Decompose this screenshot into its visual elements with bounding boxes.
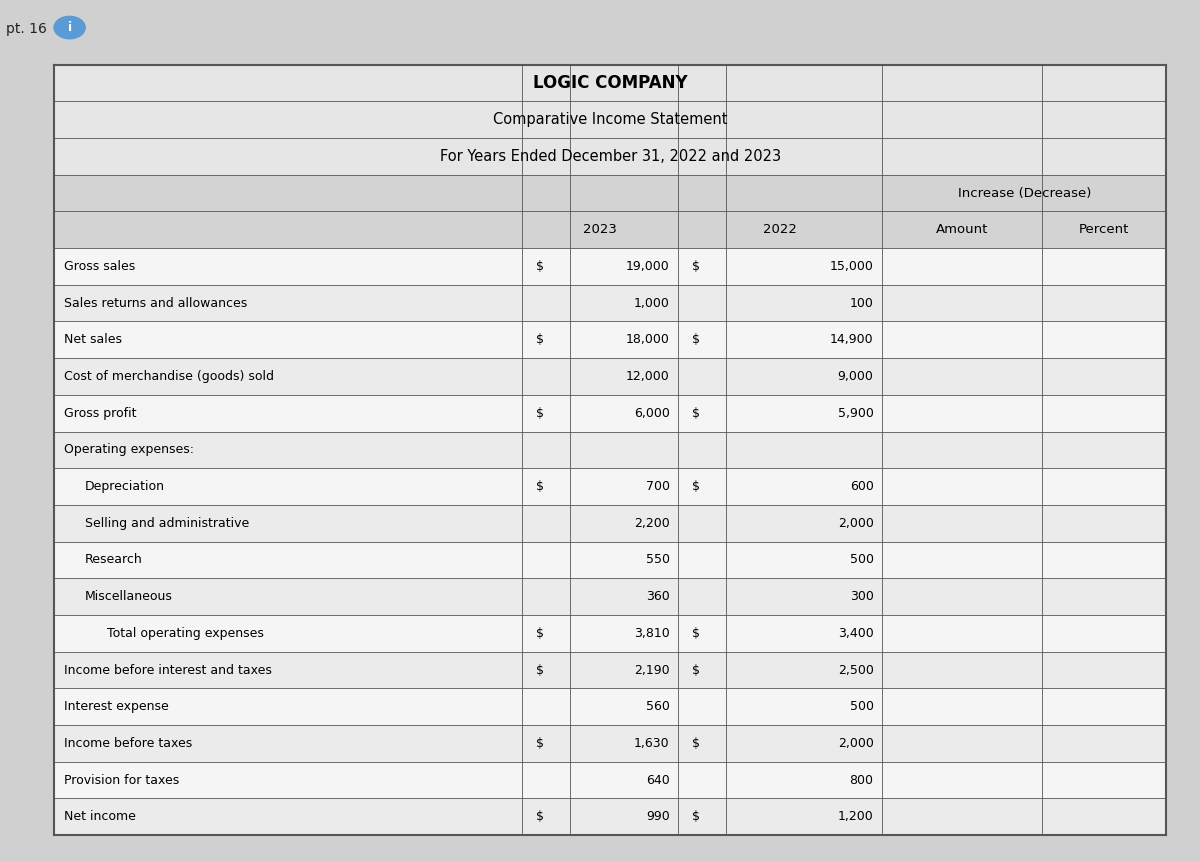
Text: 12,000: 12,000	[626, 370, 670, 383]
Text: 1,000: 1,000	[634, 296, 670, 310]
Bar	[54, 248, 1166, 285]
Text: 600: 600	[850, 480, 874, 493]
Bar	[54, 689, 1166, 725]
Bar	[54, 798, 1166, 835]
Text: For Years Ended December 31, 2022 and 2023: For Years Ended December 31, 2022 and 20…	[439, 149, 781, 164]
Bar	[54, 431, 1166, 468]
Text: $: $	[536, 480, 545, 493]
Text: $: $	[692, 627, 701, 640]
Bar	[54, 468, 1166, 505]
Circle shape	[54, 16, 85, 39]
Text: $: $	[536, 627, 545, 640]
Bar	[54, 102, 1166, 138]
Text: i: i	[67, 21, 72, 34]
Text: 500: 500	[850, 554, 874, 567]
Text: Income before taxes: Income before taxes	[64, 737, 192, 750]
Text: 2023: 2023	[583, 223, 617, 236]
Text: $: $	[692, 664, 701, 677]
Bar	[54, 725, 1166, 762]
Text: 1,200: 1,200	[838, 810, 874, 823]
Text: $: $	[692, 810, 701, 823]
Text: Net sales: Net sales	[64, 333, 121, 346]
Text: 700: 700	[646, 480, 670, 493]
Bar	[54, 211, 1166, 248]
Text: Sales returns and allowances: Sales returns and allowances	[64, 296, 247, 310]
Text: 990: 990	[646, 810, 670, 823]
Bar	[54, 395, 1166, 431]
Text: 2022: 2022	[763, 223, 797, 236]
Text: Miscellaneous: Miscellaneous	[85, 590, 173, 604]
Text: 2,200: 2,200	[634, 517, 670, 530]
Text: $: $	[536, 406, 545, 419]
Bar	[54, 321, 1166, 358]
Text: LOGIC COMPANY: LOGIC COMPANY	[533, 74, 688, 92]
Text: 640: 640	[646, 774, 670, 787]
Text: 5,900: 5,900	[838, 406, 874, 419]
Text: Income before interest and taxes: Income before interest and taxes	[64, 664, 271, 677]
Bar	[54, 175, 1166, 211]
Text: 18,000: 18,000	[625, 333, 670, 346]
Text: Net income: Net income	[64, 810, 136, 823]
Bar	[54, 358, 1166, 395]
Text: $: $	[692, 737, 701, 750]
Text: Research: Research	[85, 554, 143, 567]
Text: 6,000: 6,000	[634, 406, 670, 419]
Text: 560: 560	[646, 700, 670, 713]
Text: Comparative Income Statement: Comparative Income Statement	[493, 112, 727, 127]
Text: 2,190: 2,190	[634, 664, 670, 677]
Text: 2,000: 2,000	[838, 517, 874, 530]
Text: Increase (Decrease): Increase (Decrease)	[958, 187, 1091, 200]
Text: Amount: Amount	[936, 223, 988, 236]
Text: 100: 100	[850, 296, 874, 310]
Bar	[54, 505, 1166, 542]
Text: Operating expenses:: Operating expenses:	[64, 443, 193, 456]
Text: $: $	[536, 333, 545, 346]
Bar	[54, 65, 1166, 835]
Bar	[54, 138, 1166, 175]
Text: Gross profit: Gross profit	[64, 406, 136, 419]
Text: $: $	[536, 737, 545, 750]
Text: 500: 500	[850, 700, 874, 713]
Text: $: $	[692, 333, 701, 346]
Text: $: $	[536, 664, 545, 677]
Text: 2,500: 2,500	[838, 664, 874, 677]
Text: 9,000: 9,000	[838, 370, 874, 383]
Text: Total operating expenses: Total operating expenses	[107, 627, 264, 640]
Text: Provision for taxes: Provision for taxes	[64, 774, 179, 787]
Text: Cost of merchandise (goods) sold: Cost of merchandise (goods) sold	[64, 370, 274, 383]
Text: Depreciation: Depreciation	[85, 480, 166, 493]
Bar	[54, 65, 1166, 102]
Text: Percent: Percent	[1079, 223, 1129, 236]
Text: $: $	[692, 260, 701, 273]
Text: $: $	[536, 810, 545, 823]
Text: 1,630: 1,630	[634, 737, 670, 750]
Bar	[54, 762, 1166, 798]
Bar	[54, 579, 1166, 615]
Text: Interest expense: Interest expense	[64, 700, 168, 713]
Text: 550: 550	[646, 554, 670, 567]
Text: 3,400: 3,400	[838, 627, 874, 640]
Text: 19,000: 19,000	[626, 260, 670, 273]
Bar	[54, 285, 1166, 321]
Text: 15,000: 15,000	[829, 260, 874, 273]
Bar	[54, 652, 1166, 689]
Text: $: $	[536, 260, 545, 273]
Text: 3,810: 3,810	[634, 627, 670, 640]
Text: 360: 360	[646, 590, 670, 604]
Text: Selling and administrative: Selling and administrative	[85, 517, 250, 530]
Text: 300: 300	[850, 590, 874, 604]
Bar	[54, 615, 1166, 652]
Text: $: $	[692, 406, 701, 419]
Text: 2,000: 2,000	[838, 737, 874, 750]
Text: 800: 800	[850, 774, 874, 787]
Text: pt. 16: pt. 16	[6, 22, 47, 35]
Bar	[54, 542, 1166, 579]
Text: Gross sales: Gross sales	[64, 260, 134, 273]
Text: 14,900: 14,900	[830, 333, 874, 346]
Text: $: $	[692, 480, 701, 493]
